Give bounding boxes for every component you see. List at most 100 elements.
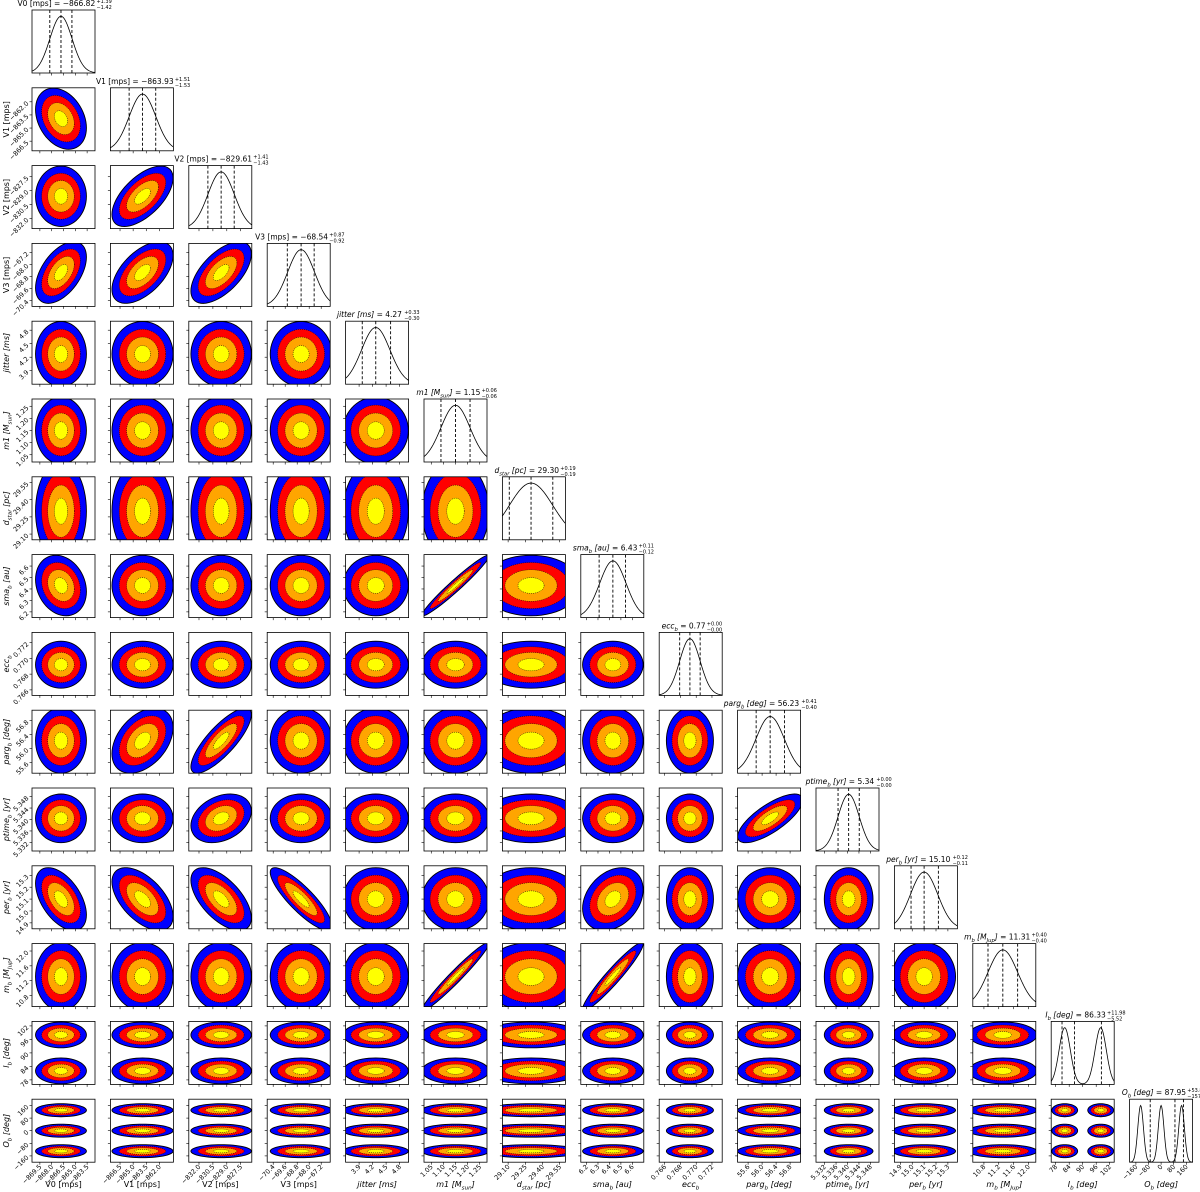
contour: [604, 1128, 622, 1133]
panel: [424, 793, 487, 844]
contour: [446, 497, 465, 525]
contour: [134, 967, 151, 986]
contour: [683, 967, 697, 986]
y-tick-label: 1.10: [15, 440, 31, 456]
x-tick-label: 56.8: [778, 1163, 794, 1179]
panel: [269, 476, 331, 540]
panel: [1051, 1103, 1115, 1159]
panel: [580, 554, 644, 618]
label-part: b: [827, 783, 831, 789]
histogram-curve: [1051, 1027, 1115, 1085]
panel: [502, 1103, 566, 1159]
title-minus: −0.92: [329, 238, 344, 244]
title-plus: +0.11: [639, 544, 654, 550]
label-part: = 1.15: [453, 388, 481, 397]
panel: [823, 867, 874, 929]
contour: [212, 345, 230, 363]
label-part: b: [899, 860, 903, 866]
y-tick-label: 56.8: [15, 718, 31, 734]
title-plus: +11.98: [1107, 1010, 1126, 1016]
contour: [134, 1067, 151, 1075]
contour: [292, 1128, 310, 1133]
contour: [366, 1128, 385, 1133]
label-part: [deg]: [1074, 1180, 1098, 1189]
title-minus: −0.19: [560, 472, 575, 478]
panel-title: smab [au] = 6.43: [573, 544, 638, 556]
contour: [993, 1128, 1012, 1133]
contour: [993, 1067, 1012, 1075]
label-part: V0 [mps]: [45, 1180, 81, 1189]
panel-frame: [188, 320, 253, 385]
histogram-curve: [345, 327, 409, 381]
label-part: = 56.23: [767, 699, 800, 708]
contour: [517, 1031, 545, 1039]
label-part: parg: [2, 746, 11, 765]
contour: [134, 421, 151, 440]
panel: [582, 943, 644, 1007]
panel: [345, 476, 409, 540]
y-tick-label: −80: [15, 1141, 30, 1156]
contour: [842, 1128, 856, 1133]
x-tick-label: 0.766: [649, 1163, 668, 1182]
panel: [424, 640, 487, 689]
title-minus: −0.06: [482, 394, 497, 400]
panel: [737, 1103, 801, 1159]
x-tick-label: 80: [1166, 1163, 1178, 1175]
y-axis-label: Ob [deg]: [2, 1114, 14, 1148]
label-part: per: [908, 1180, 923, 1189]
panel: [190, 554, 252, 617]
panel: [35, 943, 87, 1007]
panel: [111, 640, 174, 689]
title-plus: +0.33: [404, 310, 419, 316]
histogram-curve: [267, 249, 331, 305]
contour: [212, 811, 230, 825]
panel-frame: [972, 943, 1037, 1007]
panel-frame: [1050, 1021, 1115, 1085]
panel-frame: [31, 9, 96, 74]
label-part: b: [8, 655, 14, 659]
contour: [292, 731, 310, 750]
label-part: per: [885, 855, 899, 864]
label-part: d: [494, 466, 499, 475]
label-part: V3 [mps]: [2, 257, 11, 293]
panel: [665, 793, 714, 844]
y-tick-label: 102: [16, 1024, 30, 1038]
contour: [915, 1149, 933, 1154]
panel: [582, 1103, 644, 1159]
contour: [517, 811, 545, 825]
label-part: star: [522, 1186, 534, 1192]
panel: [424, 399, 487, 462]
label-part: b: [849, 1186, 853, 1192]
panel-frame: [110, 320, 174, 385]
x-tick-label: 84: [1061, 1163, 1073, 1175]
y-tick-label: −160: [12, 1154, 30, 1172]
title-minus: −157.00: [1187, 1094, 1200, 1100]
x-tick-label: 0.770: [681, 1163, 700, 1182]
label-part: b: [741, 705, 745, 711]
contour: [604, 811, 622, 825]
contour: [517, 1149, 545, 1154]
y-tick-label: 4.2: [17, 355, 30, 368]
panel-title: ptimeb [yr] = 5.34: [805, 777, 875, 789]
label-part: star: [499, 471, 510, 477]
panel-frame: [894, 865, 958, 930]
panel-frame: [188, 632, 253, 696]
x-axis-label: V2 [mps]: [202, 1180, 238, 1189]
panel-frame: [815, 787, 880, 852]
x-axis-label: Ib [deg]: [1068, 1180, 1098, 1192]
label-part: = 6.43: [610, 544, 638, 553]
panel: [35, 165, 87, 227]
panel: [35, 87, 87, 150]
contour: [212, 497, 230, 525]
contour: [446, 1128, 465, 1133]
label-part: b: [8, 897, 14, 901]
panel-frame: [345, 709, 410, 774]
y-axis-label: jitter [ms]: [2, 333, 11, 374]
panel-frame: [188, 943, 253, 1007]
y-tick-label: 1.05: [15, 452, 31, 468]
panel-frame: [580, 709, 645, 774]
panel: [269, 1103, 331, 1159]
contour: [761, 967, 779, 986]
label-part: b: [8, 585, 14, 589]
